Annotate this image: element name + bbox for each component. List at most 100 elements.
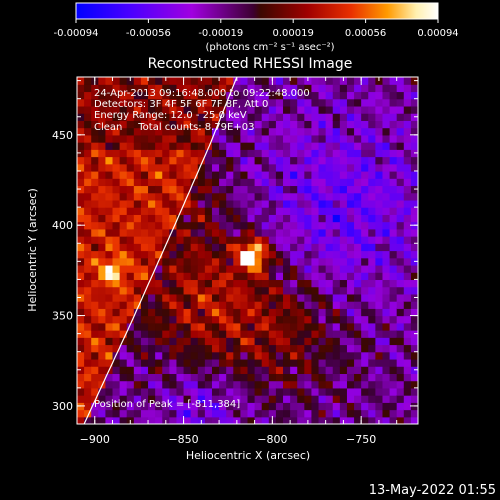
heatmap-pixel bbox=[283, 366, 291, 374]
heatmap-pixel bbox=[240, 142, 249, 150]
heatmap-pixel bbox=[126, 293, 135, 302]
heatmap-pixel bbox=[290, 207, 298, 215]
heatmap-pixel bbox=[283, 293, 291, 302]
heatmap-pixel bbox=[354, 366, 362, 374]
heatmap-pixel bbox=[211, 380, 220, 389]
heatmap-pixel bbox=[361, 127, 369, 136]
heatmap-pixel bbox=[410, 243, 418, 252]
heatmap-pixel bbox=[233, 214, 241, 223]
y-tick-label: 400 bbox=[52, 219, 73, 232]
heatmap-pixel bbox=[254, 257, 263, 266]
heatmap-pixel bbox=[382, 207, 391, 215]
heatmap-pixel bbox=[162, 178, 170, 187]
heatmap-pixel bbox=[339, 272, 348, 281]
heatmap-pixel bbox=[346, 134, 355, 143]
heatmap-pixel bbox=[403, 308, 412, 317]
heatmap-pixel bbox=[389, 279, 398, 288]
heatmap-pixel bbox=[332, 142, 341, 150]
heatmap-pixel bbox=[133, 113, 142, 121]
heatmap-pixel bbox=[375, 402, 384, 411]
heatmap-pixel bbox=[389, 358, 398, 367]
heatmap-pixel bbox=[290, 351, 298, 360]
heatmap-pixel bbox=[325, 293, 334, 302]
heatmap-pixel bbox=[261, 387, 270, 396]
heatmap-pixel bbox=[169, 272, 178, 281]
heatmap-pixel bbox=[375, 279, 384, 288]
heatmap-pixel bbox=[332, 366, 341, 374]
heatmap-pixel bbox=[332, 91, 341, 100]
heatmap-pixel bbox=[325, 156, 334, 165]
heatmap-pixel bbox=[219, 178, 227, 187]
heatmap-pixel bbox=[382, 77, 391, 85]
heatmap-pixel bbox=[190, 344, 199, 353]
heatmap-pixel bbox=[240, 293, 249, 302]
heatmap-pixel bbox=[211, 402, 220, 411]
heatmap-pixel bbox=[240, 178, 249, 187]
heatmap-pixel bbox=[169, 91, 178, 100]
heatmap-pixel bbox=[290, 228, 298, 237]
heatmap-pixel bbox=[240, 279, 249, 288]
heatmap-pixel bbox=[98, 134, 107, 143]
heatmap-pixel bbox=[140, 127, 149, 136]
heatmap-pixel bbox=[283, 98, 291, 107]
heatmap-pixel bbox=[389, 199, 398, 208]
heatmap-pixel bbox=[410, 142, 418, 150]
heatmap-pixel bbox=[240, 250, 249, 259]
heatmap-pixel bbox=[382, 322, 391, 331]
heatmap-pixel bbox=[283, 113, 291, 121]
heatmap-pixel bbox=[112, 84, 121, 93]
heatmap-pixel bbox=[311, 214, 320, 223]
heatmap-pixel bbox=[105, 77, 114, 85]
heatmap-pixel bbox=[148, 192, 156, 201]
heatmap-pixel bbox=[155, 127, 163, 136]
heatmap-pixel bbox=[183, 279, 192, 288]
heatmap-pixel bbox=[403, 113, 412, 121]
heatmap-pixel bbox=[126, 199, 135, 208]
heatmap-pixel bbox=[91, 221, 99, 230]
heatmap-pixel bbox=[98, 264, 107, 273]
heatmap-pixel bbox=[304, 380, 313, 389]
heatmap-pixel bbox=[283, 286, 291, 295]
heatmap-pixel bbox=[176, 236, 185, 244]
heatmap-pixel bbox=[332, 127, 341, 136]
heatmap-pixel bbox=[304, 402, 313, 411]
heatmap-pixel bbox=[261, 221, 270, 230]
heatmap-pixel bbox=[183, 373, 192, 382]
heatmap-pixel bbox=[84, 207, 92, 215]
heatmap-pixel bbox=[361, 207, 369, 215]
heatmap-pixel bbox=[368, 149, 376, 158]
heatmap-pixel bbox=[233, 163, 241, 172]
heatmap-pixel bbox=[368, 264, 376, 273]
heatmap-pixel bbox=[311, 207, 320, 215]
heatmap-pixel bbox=[304, 301, 313, 309]
heatmap-pixel bbox=[219, 402, 227, 411]
heatmap-pixel bbox=[155, 279, 163, 288]
heatmap-pixel bbox=[183, 409, 192, 418]
heatmap-pixel bbox=[126, 344, 135, 353]
heatmap-pixel bbox=[176, 286, 185, 295]
heatmap-pixel bbox=[332, 322, 341, 331]
heatmap-pixel bbox=[176, 77, 185, 85]
heatmap-pixel bbox=[382, 91, 391, 100]
heatmap-pixel bbox=[318, 409, 327, 418]
heatmap-pixel bbox=[126, 322, 135, 331]
heatmap-pixel bbox=[219, 170, 227, 179]
heatmap-pixel bbox=[304, 279, 313, 288]
heatmap-pixel bbox=[133, 402, 142, 411]
heatmap-pixel bbox=[183, 77, 192, 85]
heatmap-pixel bbox=[211, 344, 220, 353]
heatmap-pixel bbox=[112, 279, 121, 288]
heatmap-pixel bbox=[162, 163, 170, 172]
heatmap-pixel bbox=[275, 272, 284, 281]
heatmap-pixel bbox=[304, 105, 313, 114]
heatmap-pixel bbox=[226, 185, 234, 194]
heatmap-pixel bbox=[233, 344, 241, 353]
heatmap-pixel bbox=[155, 113, 163, 121]
heatmap-pixel bbox=[183, 286, 192, 295]
heatmap-pixel bbox=[133, 301, 142, 309]
heatmap-pixel bbox=[211, 77, 220, 85]
heatmap-pixel bbox=[339, 322, 348, 331]
heatmap-pixel bbox=[247, 358, 256, 367]
heatmap-pixel bbox=[105, 416, 114, 424]
